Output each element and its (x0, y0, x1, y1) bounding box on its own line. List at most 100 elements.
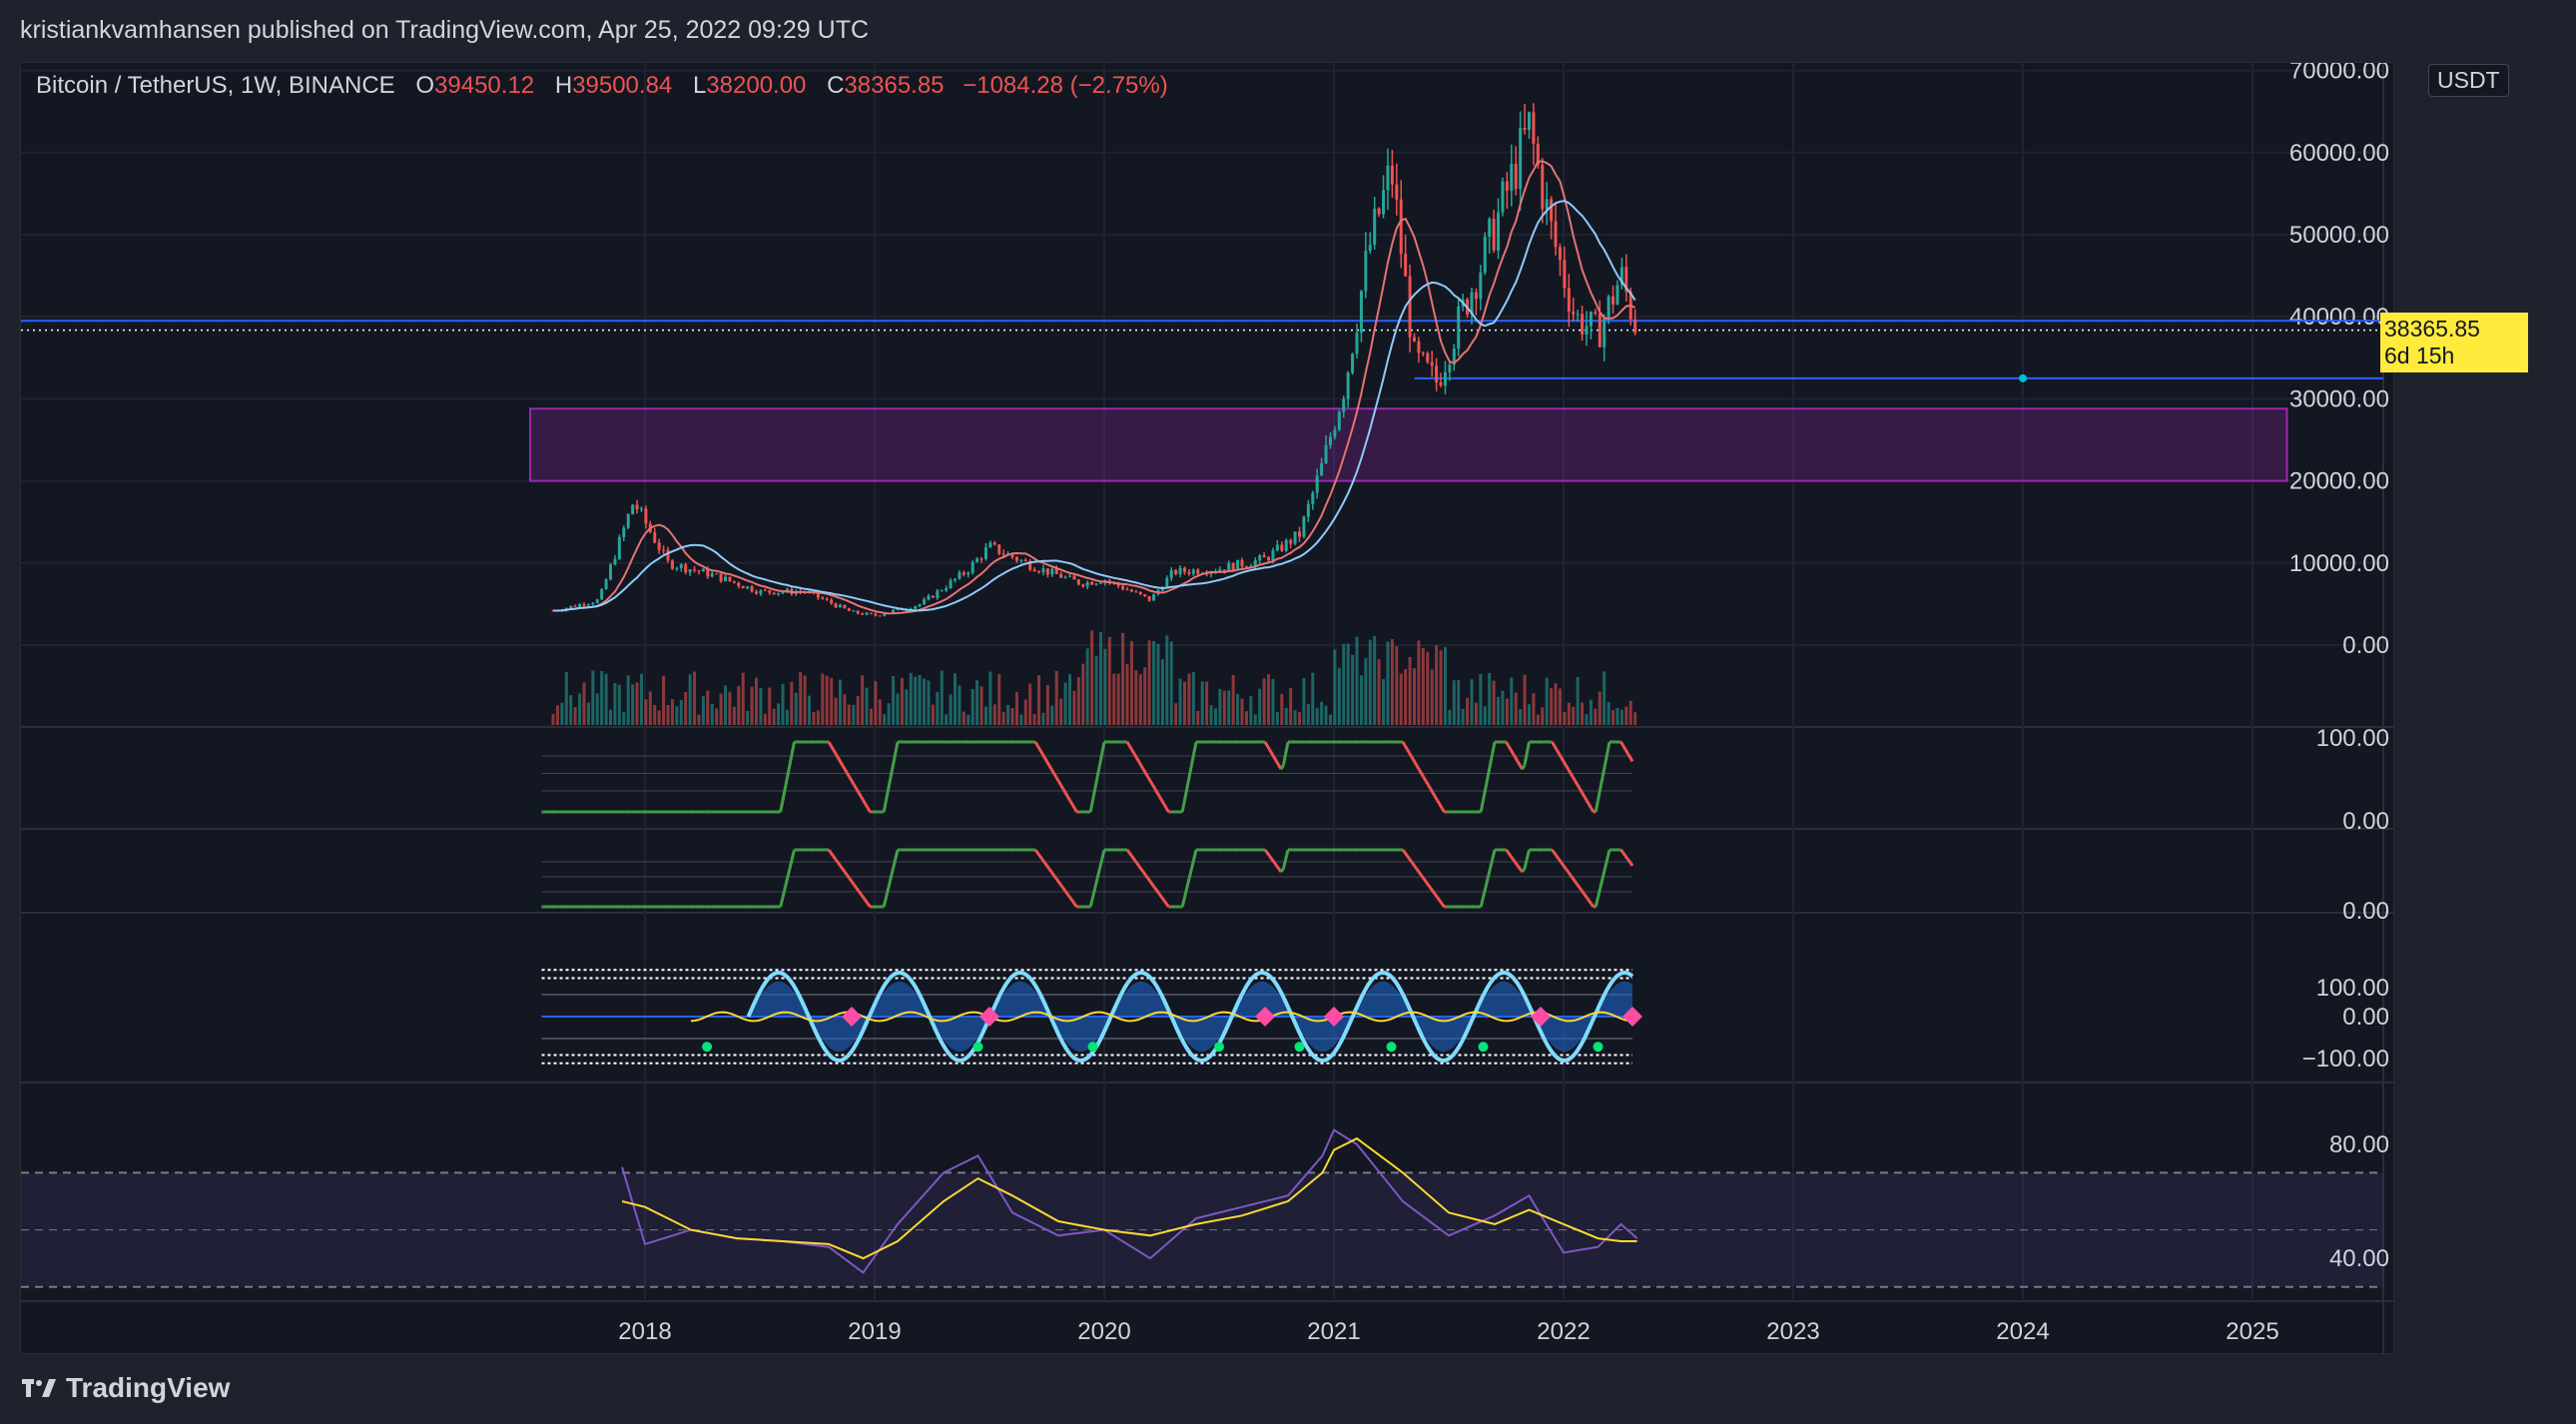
stoch1-line (1137, 760, 1143, 767)
stoch2-line (1597, 887, 1603, 898)
volume-bar (1094, 655, 1098, 725)
stoch2-line (1599, 878, 1605, 889)
volume-bar (675, 706, 679, 725)
stoch1-line (1571, 776, 1577, 782)
osc-tick-label: 100.00 (2316, 975, 2389, 1002)
volume-bar (1563, 711, 1567, 725)
candle-body (1165, 577, 1169, 589)
stoch1-line (1424, 780, 1430, 786)
candle-body (1275, 544, 1279, 551)
candle-body (1483, 237, 1487, 273)
volume-bar (555, 705, 559, 725)
volume-bar (1536, 714, 1540, 725)
stoch1-line (1045, 760, 1051, 767)
rsi-line (621, 1128, 1638, 1274)
candle-body (1160, 588, 1164, 591)
stoch1-line (1512, 752, 1517, 759)
candle-body (578, 604, 582, 607)
stoch1-line (1036, 745, 1041, 751)
volume-bar (1452, 680, 1456, 725)
stoch2-line (783, 878, 790, 889)
stoch1-line (885, 788, 891, 801)
candle-body (1169, 570, 1173, 578)
stoch2-line (827, 849, 833, 855)
candle-body (1019, 559, 1023, 561)
candle-body (1448, 364, 1452, 372)
volume-bar (551, 713, 555, 725)
stoch1-line (1553, 745, 1559, 751)
stoch2-line (1581, 890, 1586, 896)
candle-body (1426, 353, 1430, 362)
stoch1-line (832, 749, 838, 755)
stoch1-line (1151, 784, 1156, 790)
candle-body (1178, 567, 1182, 575)
stoch1-line (1551, 741, 1557, 747)
symbol-title[interactable]: Bitcoin / TetherUS, 1W, BINANCE (36, 72, 395, 99)
candle-body (582, 604, 586, 606)
currency-badge[interactable]: USDT (2428, 64, 2509, 97)
stoch2-line (1628, 861, 1634, 867)
candle-body (1497, 212, 1501, 251)
candle-body (1373, 208, 1377, 246)
volume-bar (1466, 697, 1470, 725)
stoch2-line (1505, 849, 1511, 855)
volume-bar (1076, 677, 1080, 725)
volume-bar (856, 695, 860, 725)
candle-body (1129, 589, 1133, 592)
volume-bar (1231, 674, 1235, 725)
stoch2-line (1521, 868, 1527, 874)
volume-bar (1399, 673, 1403, 725)
volume-bar (1222, 690, 1226, 725)
stoch1-line (1594, 800, 1600, 813)
volume-bar (1492, 680, 1496, 725)
volume-bar (1337, 667, 1341, 725)
volume-bar (1333, 649, 1337, 725)
volume-bar (768, 687, 772, 725)
stoch2-line (1162, 899, 1168, 905)
tradingview-logo[interactable]: TradingView (22, 1372, 230, 1404)
candle-body (909, 608, 913, 610)
candle-body (644, 508, 648, 524)
stoch2-line (1070, 899, 1076, 905)
volume-bar (595, 693, 599, 725)
candle-body (1501, 181, 1505, 213)
stoch2-line (1272, 861, 1278, 867)
stoch1-line (1146, 776, 1152, 782)
candle-body (997, 544, 1001, 554)
stoch1-line (1558, 752, 1563, 759)
volume-bar (1328, 714, 1332, 725)
candle-body (1298, 531, 1301, 537)
chart-frame[interactable]: 2018 2019 2020 2021 2022 2023 2024 2025 70000.00… (20, 62, 2394, 1354)
buy-dot (1386, 1042, 1397, 1053)
volume-bar (1218, 688, 1222, 725)
stoch1-line (1056, 780, 1062, 786)
volume-bar (1594, 708, 1598, 725)
volume-bar (983, 706, 987, 725)
chart-canvas[interactable]: 2018 2019 2020 2021 2022 2023 2024 2025 70000.00… (21, 63, 2393, 1353)
candle-body (1236, 559, 1240, 571)
volume-bar (1514, 692, 1518, 725)
volume-bar (852, 704, 856, 725)
volume-bar (839, 679, 842, 725)
volume-bar (816, 710, 820, 725)
volume-bar (1063, 682, 1067, 725)
candle-body (1399, 199, 1403, 255)
sell-diamond (979, 1007, 999, 1027)
volume-bar (1413, 668, 1416, 725)
candle-body (631, 504, 635, 514)
candle-body (1121, 585, 1125, 590)
stoch2-line (1038, 855, 1044, 861)
stoch1-line (846, 772, 851, 778)
stoch2-line (1565, 868, 1570, 874)
stoch2-line (855, 887, 861, 893)
candle-body (1072, 575, 1076, 580)
x-tick-label: 2023 (1766, 1318, 1819, 1345)
stoch1-line (1093, 776, 1099, 789)
stoch2-line (1406, 855, 1412, 861)
candle-body (1271, 550, 1275, 561)
volume-bar (1355, 636, 1359, 725)
stoch2-line (786, 868, 792, 879)
y-tick-label: 20000.00 (2289, 468, 2389, 495)
candle-body (1191, 569, 1195, 574)
volume-bar (1240, 698, 1244, 725)
